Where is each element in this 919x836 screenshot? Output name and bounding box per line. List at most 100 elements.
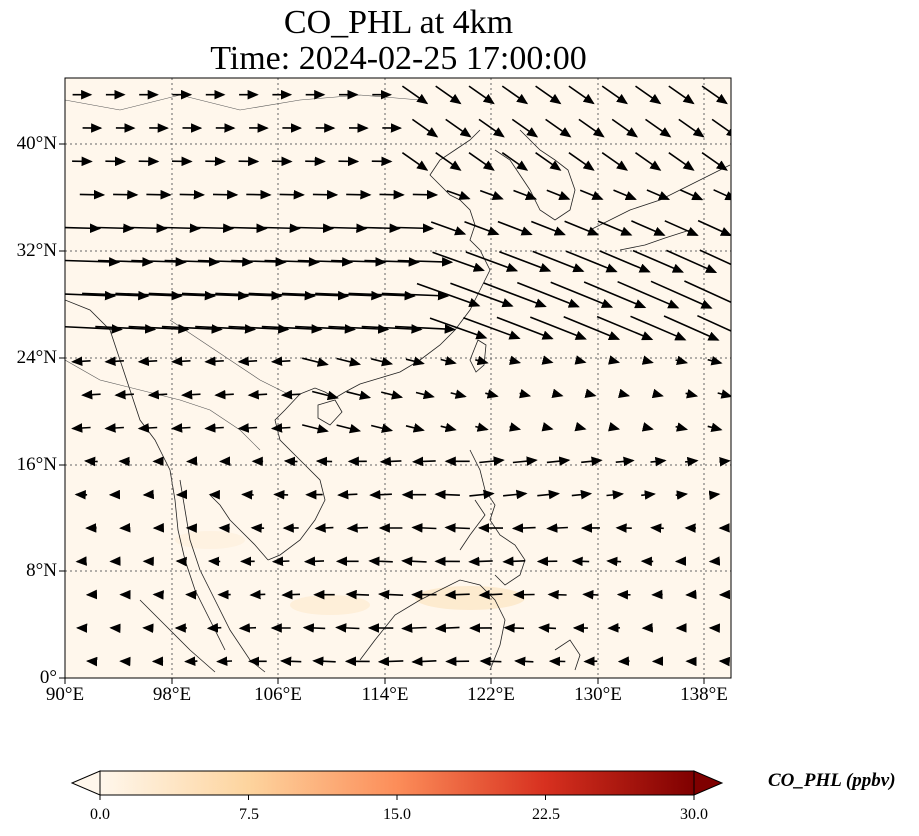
colorbar-label: CO_PHL (ppbv) [768, 770, 896, 791]
wind-arrow [95, 324, 157, 334]
wind-arrow [215, 290, 283, 301]
wind-arrow [415, 389, 435, 400]
wind-arrow [646, 189, 671, 201]
wind-arrow [312, 189, 339, 200]
wind-arrow [114, 389, 134, 400]
map-background [65, 78, 731, 678]
wind-arrow [179, 189, 205, 200]
wind-arrow [699, 249, 731, 266]
wind-arrow [401, 623, 427, 633]
lon-label-106e: 106°E [254, 684, 302, 705]
wind-arrow [412, 456, 436, 467]
wind-arrow [651, 388, 664, 399]
wind-arrow [371, 356, 394, 367]
wind-arrow [675, 422, 689, 432]
wind-arrow [479, 189, 504, 200]
wind-arrow [237, 356, 258, 367]
wind-arrow [444, 589, 470, 600]
wind-arrow [212, 189, 239, 200]
colorbar-gradient [99, 770, 695, 796]
wind-arrow [444, 523, 470, 533]
lat-label-24n: 24°N [16, 347, 57, 368]
wind-arrow [430, 221, 467, 236]
wind-arrow [606, 556, 622, 567]
malay-coastline [179, 479, 266, 673]
wind-arrow [146, 189, 172, 200]
wind-arrow [531, 220, 566, 236]
wind-arrow [708, 490, 721, 500]
wind-arrow [237, 423, 258, 433]
wind-arrow [411, 118, 439, 138]
wind-arrow [377, 656, 404, 667]
wind-arrow [617, 656, 630, 666]
wind-arrow [405, 423, 425, 433]
wind-arrow [501, 152, 529, 171]
wind-arrow [297, 257, 354, 267]
wind-arrow [75, 556, 87, 566]
wind-arrow [685, 456, 699, 467]
wind-arrow [574, 355, 587, 365]
lon-label-90e: 90°E [45, 684, 85, 705]
wind-arrow [137, 423, 158, 433]
wind-arrow [514, 656, 534, 667]
wind-arrow [248, 290, 316, 301]
wind-arrow [440, 356, 457, 366]
wind-arrow [719, 457, 731, 467]
wind-arrow [411, 523, 437, 533]
wind-arrow [468, 85, 495, 105]
wind-arrow [475, 355, 489, 366]
wind-arrow [435, 152, 462, 171]
wind-arrow [71, 356, 91, 367]
wind-arrow [601, 85, 629, 105]
wind-arrow [678, 118, 705, 138]
axis-ticks [59, 143, 705, 684]
wind-arrow [401, 152, 429, 171]
wind-arrow [478, 118, 505, 138]
wind-arrow [550, 281, 614, 308]
lon-label-122e: 122°E [467, 684, 515, 705]
wind-arrow [247, 389, 268, 400]
wind-arrow [530, 316, 587, 340]
wind-arrow [434, 489, 460, 500]
wind-arrow [412, 189, 439, 200]
wind-arrow [469, 489, 495, 500]
wind-arrow [401, 85, 429, 105]
wind-arrow [263, 223, 301, 234]
map-frame [64, 77, 732, 679]
wind-arrow [65, 324, 123, 334]
wind-arrow [537, 489, 560, 500]
wind-arrow [597, 220, 633, 236]
wind-arrow [697, 314, 731, 332]
wind-arrow [707, 422, 723, 432]
lon-label-114e: 114°E [361, 684, 409, 705]
colorbar-tick-2: 15.0 [383, 806, 411, 823]
wind-arrow [302, 623, 326, 633]
wind-arrow [645, 118, 672, 138]
wind-arrow [713, 189, 731, 201]
wind-arrow [280, 389, 301, 400]
wind-arrow [295, 324, 356, 334]
wind-arrow [206, 623, 222, 633]
wind-arrow [599, 250, 651, 273]
wind-arrow [509, 422, 522, 432]
lon-label-98e: 98°E [152, 684, 192, 705]
wind-arrow [446, 189, 471, 200]
wind-arrow [364, 257, 420, 267]
wind-arrow [499, 250, 552, 272]
wind-arrow [65, 223, 102, 234]
wind-arrow [519, 388, 532, 399]
map-title: CO_PHL at 4km [283, 4, 514, 41]
wind-arrow [181, 290, 250, 301]
colorbar-tick-1: 7.5 [239, 806, 259, 823]
wind-arrow [264, 257, 320, 267]
wind-arrow [468, 152, 495, 171]
wind-arrow [445, 118, 472, 138]
wind-arrow [335, 623, 360, 633]
wind-arrow [535, 152, 562, 171]
wind-arrow [583, 281, 647, 309]
wind-arrow [315, 290, 383, 301]
lat-label-32n: 32°N [16, 240, 57, 261]
wind-arrow [465, 251, 519, 272]
wind-arrow [346, 390, 372, 400]
wind-arrow [517, 281, 580, 308]
